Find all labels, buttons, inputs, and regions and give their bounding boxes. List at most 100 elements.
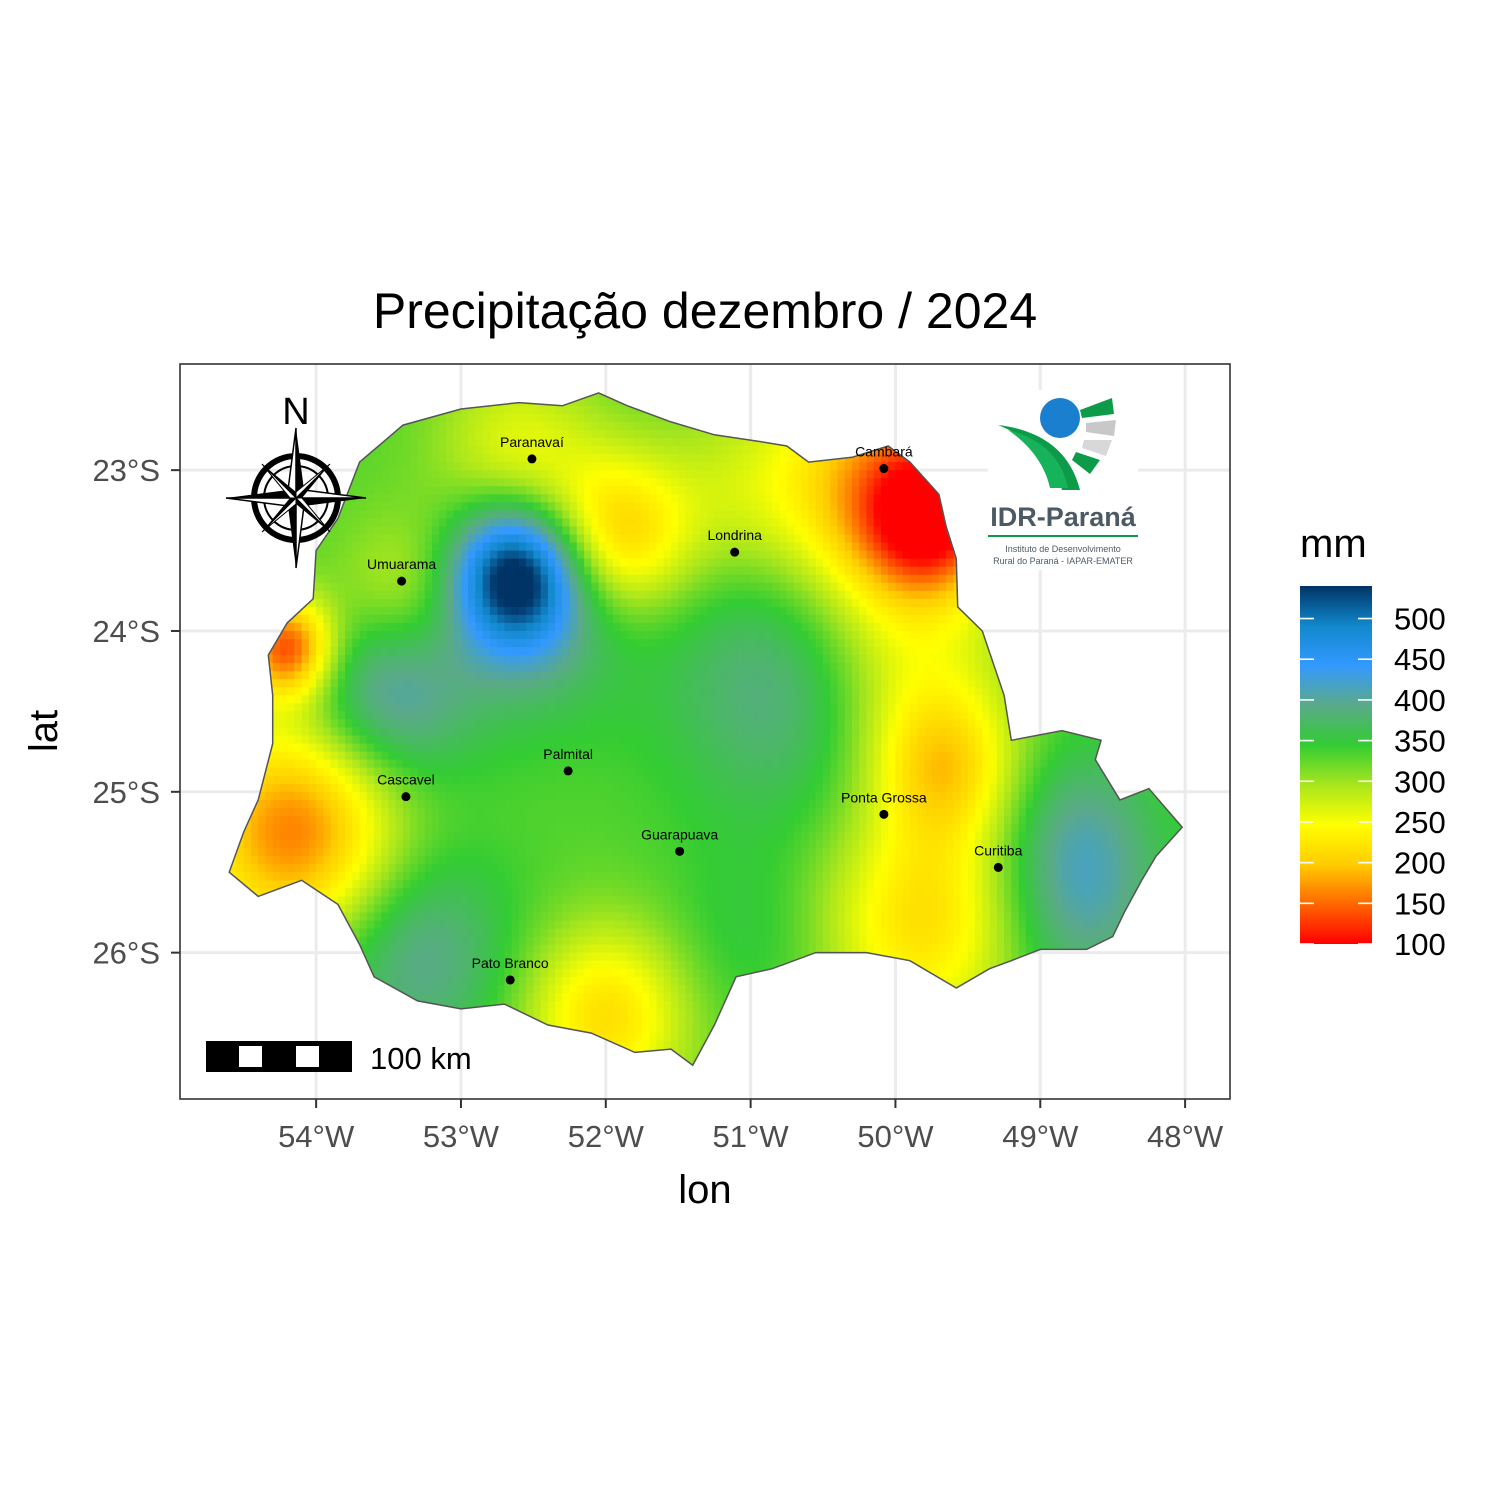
heatmap-cell [482, 832, 491, 841]
heatmap-cell [366, 478, 375, 487]
heatmap-cell [381, 478, 390, 487]
heatmap-cell [403, 743, 411, 753]
heatmap-cell [424, 631, 433, 640]
heatmap-cell [294, 767, 303, 777]
heatmap-cell [605, 566, 614, 576]
heatmap-cell [497, 655, 505, 664]
heatmap-cell [395, 767, 404, 777]
heatmap-cell [518, 888, 527, 897]
heatmap-cell [461, 743, 469, 753]
heatmap-cell [439, 550, 447, 560]
heatmap-cell [432, 727, 440, 737]
heatmap-cell [511, 470, 520, 479]
heatmap-cell [504, 904, 513, 913]
heatmap-cell [475, 888, 484, 897]
heatmap-cell [337, 848, 346, 857]
heatmap-cell [584, 888, 592, 897]
heatmap-cell [482, 582, 491, 592]
heatmap-cell [345, 655, 353, 664]
heatmap-cell [482, 936, 491, 946]
heatmap-cell [432, 912, 440, 921]
heatmap-cell [381, 912, 390, 921]
heatmap-cell [497, 936, 505, 946]
heatmap-cell [598, 647, 607, 656]
heatmap-cell [265, 824, 274, 833]
heatmap-cell [432, 421, 440, 431]
heatmap-cell [316, 832, 324, 841]
heatmap-cell [482, 438, 491, 447]
heatmap-cell [417, 614, 426, 624]
heatmap-cell [591, 446, 600, 455]
heatmap-cell [366, 759, 375, 769]
heatmap-cell [381, 462, 390, 471]
heatmap-cell [547, 542, 556, 552]
heatmap-cell [526, 510, 534, 519]
heatmap-cell [337, 799, 346, 809]
heatmap-cell [489, 984, 498, 994]
heatmap-cell [497, 783, 505, 793]
heatmap-cell [620, 904, 629, 913]
heatmap-cell [526, 952, 534, 962]
heatmap-cell [316, 743, 324, 753]
heatmap-cell [439, 791, 447, 801]
heatmap-cell [620, 631, 629, 640]
heatmap-cell [388, 647, 397, 656]
heatmap-cell [301, 735, 310, 745]
heatmap-cell [591, 743, 600, 753]
heatmap-cell [301, 687, 310, 696]
heatmap-cell [439, 872, 447, 881]
heatmap-cell [279, 856, 288, 865]
heatmap-cell [497, 542, 505, 552]
heatmap-cell [294, 663, 303, 672]
heatmap-cell [547, 751, 556, 761]
heatmap-cell [605, 695, 614, 704]
heatmap-cell [547, 791, 556, 801]
heatmap-cell [584, 566, 592, 576]
heatmap-cell [424, 671, 433, 680]
heatmap-cell [381, 647, 390, 656]
heatmap-cell [410, 446, 419, 455]
heatmap-cell [555, 960, 563, 970]
heatmap-cell [337, 711, 346, 720]
heatmap-cell [547, 534, 556, 544]
heatmap-cell [613, 944, 621, 954]
heatmap-cell [388, 848, 397, 857]
heatmap-cell [613, 880, 621, 889]
heatmap-cell [497, 566, 505, 576]
heatmap-cell [395, 526, 404, 535]
heatmap-cell [403, 663, 411, 672]
heatmap-cell [251, 872, 259, 881]
heatmap-cell [395, 944, 404, 954]
heatmap-cell [504, 438, 513, 447]
heatmap-cell [424, 486, 433, 495]
heatmap-cell [584, 799, 592, 809]
heatmap-cell [453, 470, 462, 479]
heatmap-cell [497, 872, 505, 881]
heatmap-cell [526, 743, 534, 753]
heatmap-cell [613, 526, 621, 535]
heatmap-cell [301, 614, 310, 624]
heatmap-cell [489, 711, 498, 720]
heatmap-cell [584, 590, 592, 600]
heatmap-cell [576, 888, 585, 897]
heatmap-cell [381, 703, 390, 712]
heatmap-cell [359, 518, 368, 527]
heatmap-cell [555, 622, 563, 632]
heatmap-cell [345, 872, 353, 881]
heatmap-cell [569, 920, 578, 930]
heatmap-cell [432, 960, 440, 970]
heatmap-cell [598, 824, 607, 833]
heatmap-cell [584, 992, 592, 1002]
heatmap-cell [468, 960, 476, 970]
heatmap-cell [330, 815, 339, 825]
heatmap-cell [576, 566, 585, 576]
heatmap-cell [598, 904, 607, 913]
heatmap-cell [511, 582, 520, 592]
heatmap-cell [475, 719, 484, 728]
heatmap-cell [576, 727, 585, 737]
heatmap-cell [555, 711, 563, 720]
heatmap-cell [475, 767, 484, 777]
heatmap-cell [366, 622, 375, 632]
heatmap-cell [605, 775, 614, 785]
heatmap-cell [374, 687, 382, 696]
